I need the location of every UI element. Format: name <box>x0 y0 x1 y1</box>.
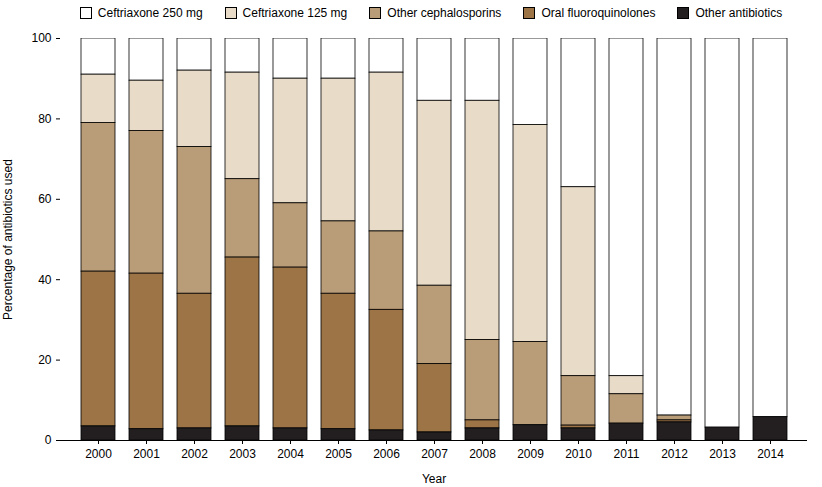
svg-text:2014: 2014 <box>757 447 784 461</box>
svg-text:2008: 2008 <box>469 447 496 461</box>
html-text:Oral fluoroquinolones: Oral fluoroquinolones <box>541 6 656 20</box>
svg-text:2007: 2007 <box>421 447 448 461</box>
svg-text:80: 80 <box>38 112 52 126</box>
svg-text:2013: 2013 <box>709 447 736 461</box>
svg-text:2005: 2005 <box>325 447 352 461</box>
svg-text:60: 60 <box>38 192 52 206</box>
svg-text:2003: 2003 <box>229 447 256 461</box>
svg-text:2011: 2011 <box>614 447 640 461</box>
html-text:Other antibiotics: Other antibiotics <box>695 6 783 20</box>
svg-text:2006: 2006 <box>373 447 400 461</box>
svg-text:2001: 2001 <box>133 447 160 461</box>
html-text:Ceftriaxone 125 mg: Ceftriaxone 125 mg <box>242 6 348 20</box>
svg-text:2002: 2002 <box>181 447 208 461</box>
svg-text:0: 0 <box>45 433 52 447</box>
svg-text:2000: 2000 <box>85 447 112 461</box>
svg-text:2012: 2012 <box>661 447 688 461</box>
html-text:Ceftriaxone 250 mg: Ceftriaxone 250 mg <box>97 6 203 20</box>
svg-text:100: 100 <box>31 31 51 45</box>
svg-text:Percentage of antibiotics used: Percentage of antibiotics used <box>1 159 15 320</box>
svg-text:2004: 2004 <box>277 447 304 461</box>
svg-text:2009: 2009 <box>517 447 544 461</box>
svg-text:Year: Year <box>422 472 446 486</box>
html-text:Other cephalosporins: Other cephalosporins <box>387 6 502 20</box>
svg-text:40: 40 <box>38 273 52 287</box>
svg-text:20: 20 <box>38 353 52 367</box>
svg-text:2010: 2010 <box>565 447 592 461</box>
